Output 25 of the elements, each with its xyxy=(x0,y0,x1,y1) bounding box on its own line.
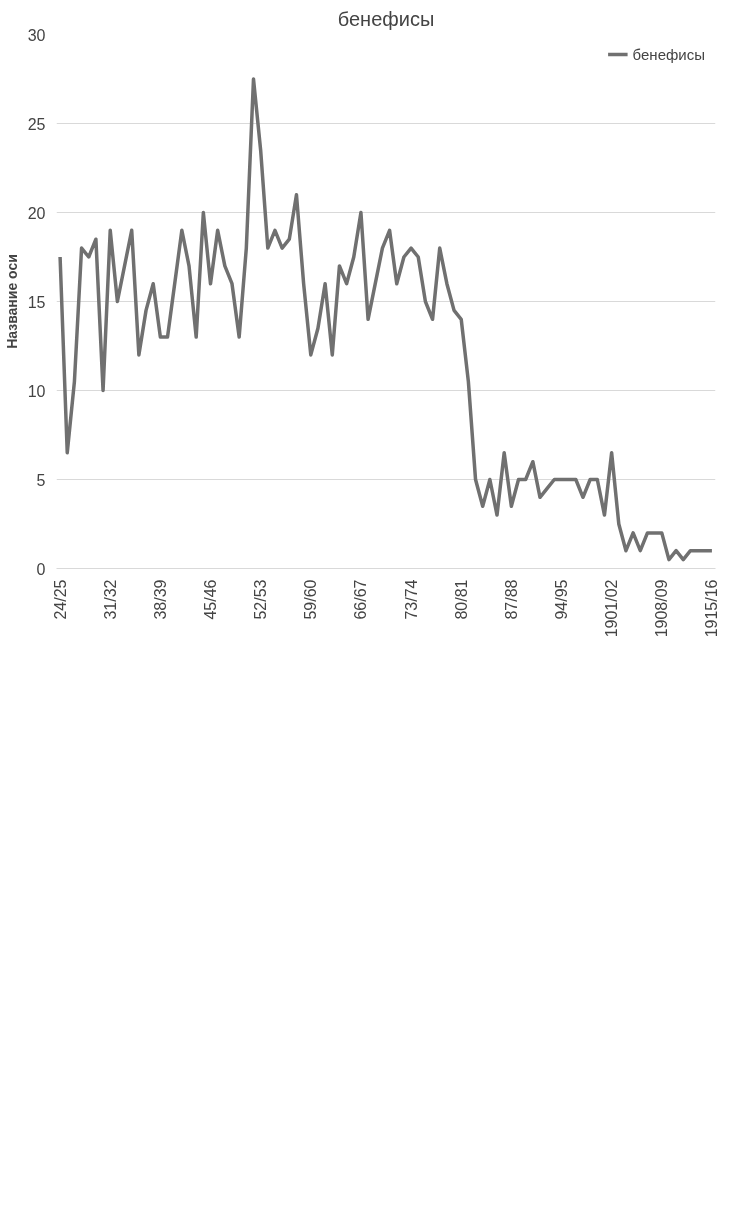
x-tick-label: 31/32 xyxy=(101,579,119,620)
y-tick-label: 5 xyxy=(36,471,46,489)
x-tick-label: 24/25 xyxy=(51,579,69,620)
line-series xyxy=(58,77,714,562)
legend-label: бенефисы xyxy=(632,45,705,63)
chart-title: бенефисы xyxy=(337,7,435,30)
y-axis-title: Название оси xyxy=(3,254,20,349)
x-tick-label: 38/39 xyxy=(151,579,169,620)
x-tick-label: 45/46 xyxy=(202,579,220,620)
x-tick-label: 1915/16 xyxy=(703,579,721,638)
y-tick-label: 0 xyxy=(36,560,46,578)
x-tick-label: 66/67 xyxy=(352,579,370,620)
x-tick-label: 80/81 xyxy=(452,579,470,620)
x-tick-label: 52/53 xyxy=(252,579,270,620)
x-tick-label: 73/74 xyxy=(402,579,420,620)
x-tick-label: 1908/09 xyxy=(653,579,671,638)
x-tick-label: 1901/02 xyxy=(603,579,621,638)
x-tick-label: 94/95 xyxy=(552,579,570,620)
y-tick-label: 10 xyxy=(27,382,46,400)
y-tick-label: 30 xyxy=(27,26,46,44)
x-tick-label: 59/60 xyxy=(302,579,320,620)
x-tick-label: 87/88 xyxy=(502,579,520,620)
y-tick-label: 15 xyxy=(27,293,46,311)
y-tick-label: 25 xyxy=(27,115,46,133)
y-tick-label: 20 xyxy=(27,204,46,222)
